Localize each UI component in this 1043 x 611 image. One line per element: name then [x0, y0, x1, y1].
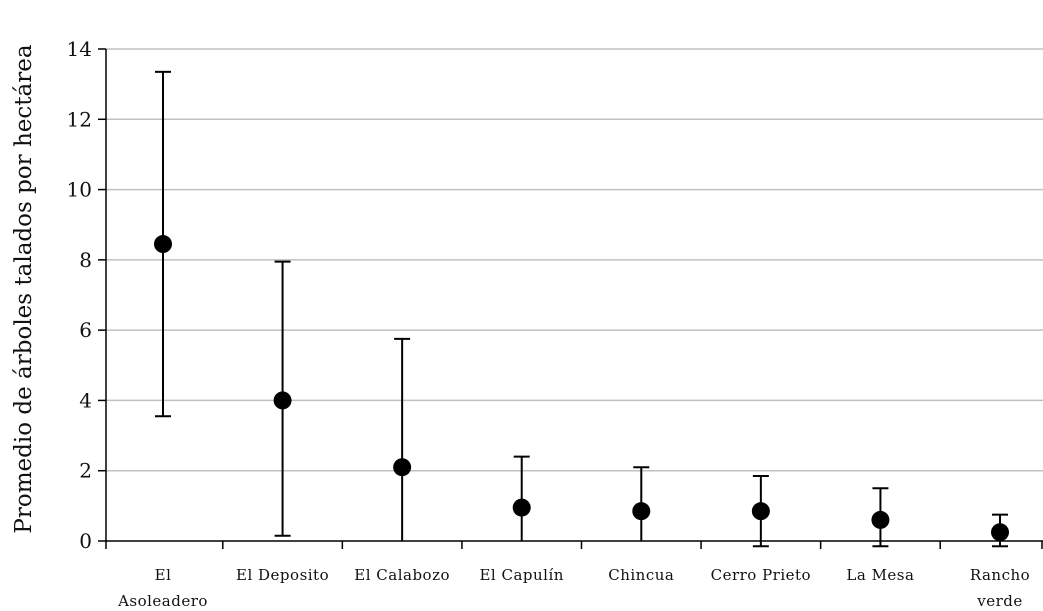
- x-tick-label: El: [155, 566, 172, 584]
- axes: [98, 48, 1043, 549]
- y-tick-label: 8: [79, 248, 92, 272]
- data-point: [632, 502, 651, 521]
- x-tick-label: Asoleadero: [117, 592, 208, 610]
- data-point: [273, 391, 292, 410]
- data-point: [512, 498, 531, 517]
- y-tick-label: 6: [79, 318, 92, 342]
- x-tick-label: Rancho: [970, 566, 1030, 584]
- y-tick-label: 4: [79, 388, 92, 412]
- x-tick-label: La Mesa: [846, 566, 914, 584]
- y-tick-label: 10: [67, 178, 92, 202]
- y-axis-title: Promedio de árboles talados por hectárea: [11, 44, 37, 533]
- data-point: [154, 235, 172, 254]
- error-bars: [155, 70, 1008, 548]
- x-tick-label: Cerro Prieto: [711, 566, 812, 584]
- data-points: [154, 235, 1009, 542]
- x-tick-label: verde: [976, 592, 1023, 610]
- x-tick-label: El Calabozo: [354, 566, 450, 584]
- y-tick-labels: 0 2 4 6 8 10 12 14: [67, 37, 92, 553]
- data-point: [393, 458, 412, 477]
- x-tick-labels: El Asoleadero El Deposito El Calabozo El Cap…: [117, 566, 1030, 610]
- x-tick-label: El Capulín: [479, 566, 563, 584]
- y-tick-label: 2: [79, 459, 92, 483]
- y-tick-label: 12: [67, 107, 92, 131]
- data-point: [871, 510, 890, 529]
- data-point: [751, 502, 770, 521]
- y-tick-label: 14: [67, 37, 92, 61]
- x-tick-label: El Deposito: [236, 566, 329, 584]
- x-tick-label: Chincua: [608, 566, 674, 584]
- data-point: [991, 523, 1009, 542]
- gridlines: [106, 48, 1043, 472]
- y-tick-label: 0: [79, 529, 92, 553]
